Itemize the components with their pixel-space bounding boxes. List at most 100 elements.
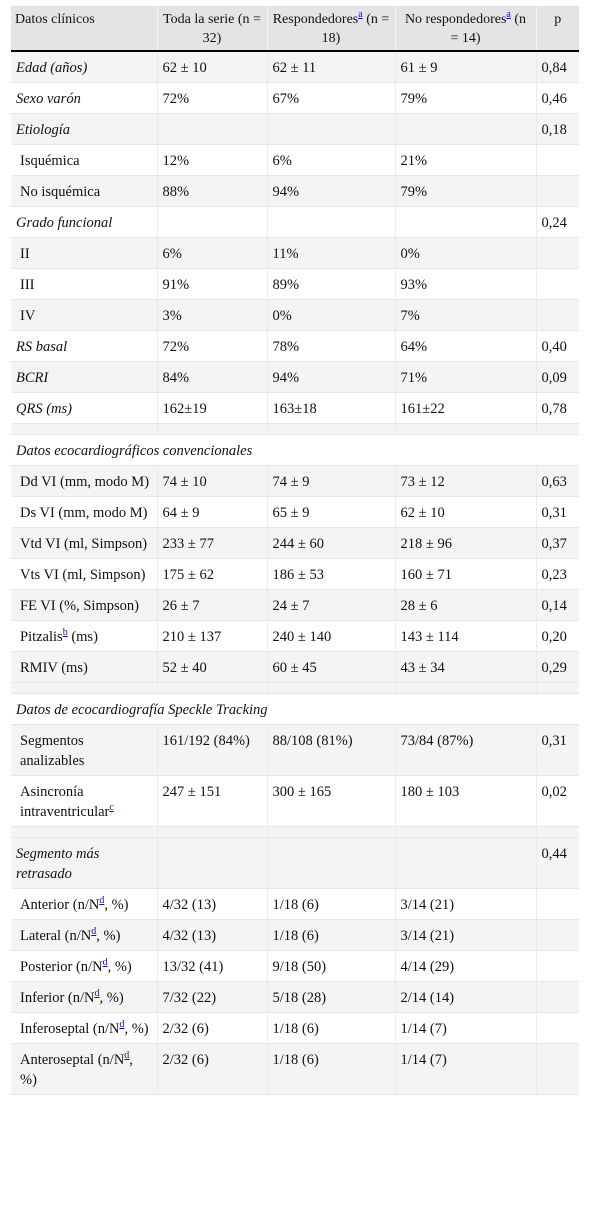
cell-p-value [536, 950, 579, 982]
cell-non-responders: 21% [395, 144, 537, 176]
row-label: Sexo varón [11, 82, 158, 114]
table-row: RS basal 72% 78% 64% 0,40 [11, 330, 579, 362]
cell-p-value [536, 237, 579, 269]
table-spacer-row [11, 682, 579, 694]
footnote-d-link[interactable]: d [99, 895, 105, 907]
cell-non-responders: 4/14 (29) [395, 950, 537, 982]
cell-responders [267, 206, 396, 238]
cell-responders: 78% [267, 330, 396, 362]
cell-responders: 62 ± 11 [267, 51, 396, 83]
cell-non-responders [395, 206, 537, 238]
row-label: Asincronía intraventricularc [11, 775, 158, 827]
cell-whole-series: 64 ± 9 [157, 496, 268, 528]
cell-whole-series: 7/32 (22) [157, 981, 268, 1013]
cell-responders: 1/18 (6) [267, 888, 396, 920]
cell-p-value [536, 299, 579, 331]
row-label: II [11, 237, 158, 269]
row-label: QRS (ms) [11, 392, 158, 424]
cell-p-value: 0,20 [536, 620, 579, 652]
table-row: II 6% 11% 0% [11, 237, 579, 269]
row-label: Vts VI (ml, Simpson) [11, 558, 158, 590]
footnote-d-link[interactable]: d [91, 926, 97, 938]
cell-whole-series: 91% [157, 268, 268, 300]
table-row: FE VI (%, Simpson) 26 ± 7 24 ± 7 28 ± 6 0,14 [11, 589, 579, 621]
table-row: QRS (ms) 162±19 163±18 161±22 0,78 [11, 392, 579, 424]
cell-whole-series: 3% [157, 299, 268, 331]
row-label: RMIV (ms) [11, 651, 158, 683]
footnote-d-link[interactable]: d [124, 1050, 130, 1062]
table-row: Segmentos analizables 161/192 (84%) 88/108… [11, 724, 579, 776]
cell-responders: 94% [267, 361, 396, 393]
cell-p-value: 0,78 [536, 392, 579, 424]
table-row: Vtd VI (ml, Simpson) 233 ± 77 244 ± 60 218 … [11, 527, 579, 559]
row-label: BCRI [11, 361, 158, 393]
cell-non-responders: 71% [395, 361, 537, 393]
table-row: Vts VI (ml, Simpson) 175 ± 62 186 ± 53 160 … [11, 558, 579, 590]
table-row: Ds VI (mm, modo M) 64 ± 9 65 ± 9 62 ± 10 0,3… [11, 496, 579, 528]
row-label: Grado funcional [11, 206, 158, 238]
cell-whole-series: 6% [157, 237, 268, 269]
header-responders: Respondedoresa (n = 18) [267, 6, 396, 52]
cell-p-value: 0,40 [536, 330, 579, 362]
cell-responders: 0% [267, 299, 396, 331]
cell-whole-series [157, 113, 268, 145]
cell-responders: 65 ± 9 [267, 496, 396, 528]
row-label: Dd VI (mm, modo M) [11, 465, 158, 497]
cell-whole-series: 175 ± 62 [157, 558, 268, 590]
table-row: Edad (años) 62 ± 10 62 ± 11 61 ± 9 0,84 [11, 51, 579, 83]
row-label: Etiología [11, 113, 158, 145]
footnote-d-link[interactable]: d [119, 1019, 125, 1031]
cell-p-value [536, 268, 579, 300]
cell-responders: 240 ± 140 [267, 620, 396, 652]
footnote-a-link[interactable]: a [506, 9, 511, 21]
cell-non-responders: 161±22 [395, 392, 537, 424]
table-header-row: Datos clínicos Toda la serie (n = 32) Re… [11, 6, 579, 52]
footnote-d-link[interactable]: d [94, 988, 100, 1000]
cell-non-responders: 218 ± 96 [395, 527, 537, 559]
table-row: Dd VI (mm, modo M) 74 ± 10 74 ± 9 73 ± 12 0,… [11, 465, 579, 497]
cell-p-value: 0,14 [536, 589, 579, 621]
cell-whole-series: 2/32 (6) [157, 1043, 268, 1095]
cell-p-value: 0,09 [536, 361, 579, 393]
cell-non-responders: 62 ± 10 [395, 496, 537, 528]
table-row: BCRI 84% 94% 71% 0,09 [11, 361, 579, 393]
cell-non-responders: 143 ± 114 [395, 620, 537, 652]
cell-responders: 1/18 (6) [267, 919, 396, 951]
cell-responders: 6% [267, 144, 396, 176]
table-row: Segmento más retrasado 0,44 [11, 837, 579, 889]
footnote-c-link[interactable]: c [109, 802, 114, 814]
table-row: IV 3% 0% 7% [11, 299, 579, 331]
cell-responders: 88/108 (81%) [267, 724, 396, 776]
cell-whole-series: 72% [157, 82, 268, 114]
cell-responders: 74 ± 9 [267, 465, 396, 497]
cell-p-value [536, 888, 579, 920]
footnote-a-link[interactable]: a [358, 9, 363, 21]
row-label: III [11, 268, 158, 300]
cell-whole-series: 74 ± 10 [157, 465, 268, 497]
row-label: IV [11, 299, 158, 331]
row-label: Segmento más retrasado [11, 837, 158, 889]
cell-responders: 1/18 (6) [267, 1012, 396, 1044]
table-row: Etiología 0,18 [11, 113, 579, 145]
footnote-d-link[interactable]: d [102, 957, 108, 969]
cell-non-responders: 1/14 (7) [395, 1012, 537, 1044]
cell-responders: 1/18 (6) [267, 1043, 396, 1095]
cell-p-value [536, 1043, 579, 1095]
cell-whole-series: 72% [157, 330, 268, 362]
cell-whole-series: 161/192 (84%) [157, 724, 268, 776]
table-row: Grado funcional 0,24 [11, 206, 579, 238]
cell-responders: 60 ± 45 [267, 651, 396, 683]
table-row: Asincronía intraventricularc 247 ± 151 300… [11, 775, 579, 827]
cell-non-responders: 61 ± 9 [395, 51, 537, 83]
cell-non-responders: 73/84 (87%) [395, 724, 537, 776]
footnote-b-link[interactable]: b [62, 627, 68, 639]
cell-whole-series: 62 ± 10 [157, 51, 268, 83]
cell-p-value [536, 175, 579, 207]
cell-responders: 89% [267, 268, 396, 300]
cell-non-responders: 180 ± 103 [395, 775, 537, 827]
cell-whole-series: 26 ± 7 [157, 589, 268, 621]
cell-non-responders: 64% [395, 330, 537, 362]
header-whole-series: Toda la serie (n = 32) [157, 6, 268, 52]
cell-non-responders: 79% [395, 175, 537, 207]
table-spacer-row [11, 826, 579, 838]
